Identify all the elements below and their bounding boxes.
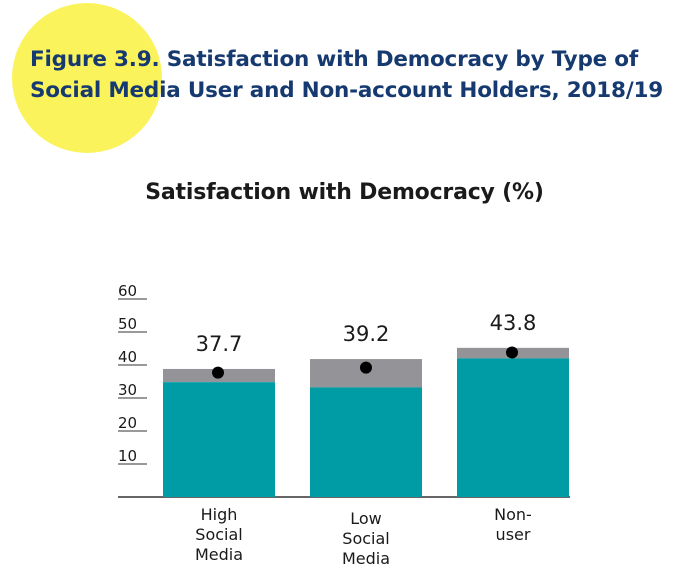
y-tick-label: 40 bbox=[118, 348, 137, 366]
y-tick-label: 50 bbox=[118, 315, 137, 333]
chart-title: Satisfaction with Democracy (%) bbox=[145, 180, 544, 205]
y-tick-label: 10 bbox=[118, 447, 137, 465]
figure-title-line-1: Figure 3.9. Satisfaction with Democracy … bbox=[30, 47, 639, 72]
category-label: Media bbox=[342, 549, 390, 568]
point-estimate bbox=[212, 366, 224, 379]
category-label: Media bbox=[195, 545, 243, 564]
bar bbox=[310, 387, 422, 497]
data-label: 37.7 bbox=[196, 332, 243, 356]
point-estimate bbox=[360, 361, 372, 374]
bar bbox=[457, 358, 569, 497]
category-label: Social bbox=[195, 525, 242, 544]
category-label: Low bbox=[350, 509, 382, 528]
data-label: 39.2 bbox=[343, 322, 390, 346]
category-label: user bbox=[496, 525, 531, 544]
category-label: Social bbox=[342, 529, 389, 548]
y-tick-label: 30 bbox=[118, 381, 137, 399]
y-tick-label: 60 bbox=[118, 282, 137, 300]
category-label: High bbox=[201, 505, 238, 524]
figure-title-line-2: Social Media User and Non-account Holder… bbox=[30, 78, 663, 103]
figure-title: Figure 3.9. Satisfaction with Democracy … bbox=[30, 44, 680, 106]
category-label: Non- bbox=[494, 505, 532, 524]
highlight-circle bbox=[12, 3, 162, 153]
point-estimate bbox=[506, 346, 518, 359]
data-label: 43.8 bbox=[490, 311, 537, 335]
bar bbox=[163, 382, 275, 497]
y-tick-label: 20 bbox=[118, 414, 137, 432]
